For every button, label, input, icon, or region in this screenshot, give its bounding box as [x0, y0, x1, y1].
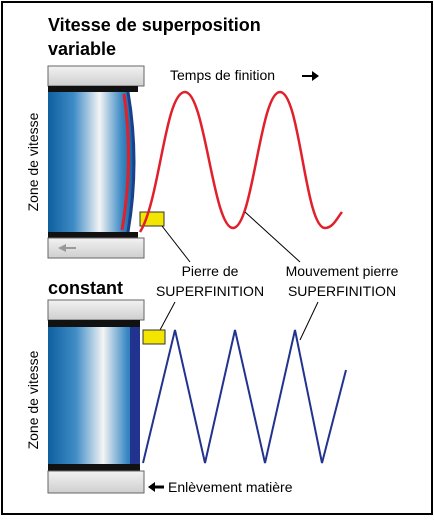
- arrow-icon: [58, 244, 76, 252]
- leader: [299, 301, 319, 341]
- plate: [47, 299, 145, 321]
- workpiece: [48, 327, 140, 464]
- workpiece: [48, 92, 134, 232]
- leader: [244, 211, 301, 263]
- plate: [47, 237, 145, 259]
- stone-label: Pierre de: [182, 263, 239, 279]
- zone-label: Zone de vitesse: [25, 350, 41, 449]
- plate: [47, 470, 145, 494]
- removal-label: Enlèvement matière: [168, 479, 293, 495]
- wave: [138, 90, 343, 233]
- plate-edge: [48, 232, 138, 238]
- title: Vitesse de superposition: [48, 15, 261, 35]
- profile: [120, 93, 131, 231]
- plate: [47, 65, 145, 87]
- edge: [126, 91, 136, 233]
- removal-layer: [130, 327, 140, 464]
- stone: [142, 329, 166, 345]
- plate-edge: [48, 320, 140, 327]
- plate-edge: [48, 86, 138, 92]
- stone-label: SUPERFINITION: [156, 283, 264, 299]
- variable-label: variable: [48, 39, 116, 59]
- axis-label: Temps de finition: [170, 67, 275, 83]
- constant-label: constant: [48, 278, 123, 298]
- arrow-icon: [302, 71, 319, 81]
- wave: [142, 329, 347, 464]
- movement-label: SUPERFINITION: [288, 283, 396, 299]
- movement-label: Mouvement pierre: [286, 263, 399, 279]
- plate-edge: [48, 464, 140, 471]
- arrow-icon: [148, 482, 164, 492]
- leader: [159, 301, 176, 331]
- leader: [161, 225, 191, 263]
- zone-label: Zone de vitesse: [25, 112, 41, 211]
